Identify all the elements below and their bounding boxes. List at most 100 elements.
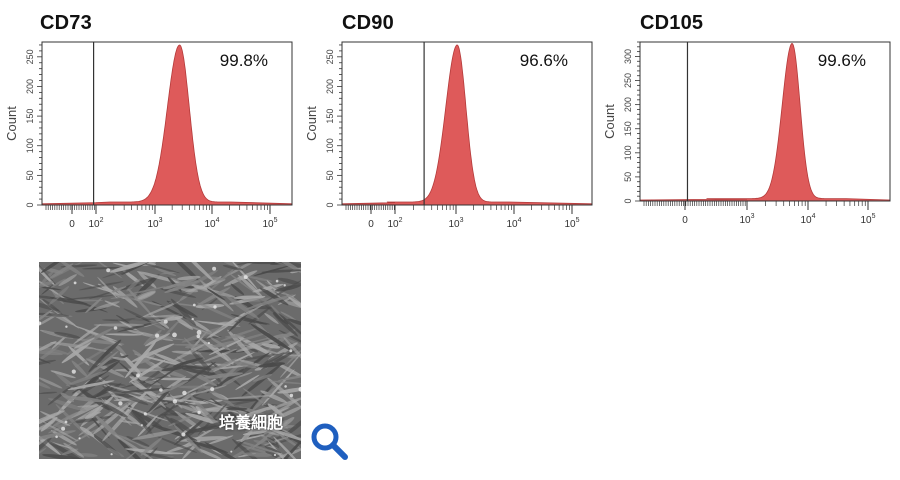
- y-tick-label: 100: [325, 138, 335, 153]
- x-tick-label: 104: [506, 217, 521, 230]
- cell-shape: [39, 436, 53, 457]
- cell-shape: [63, 442, 85, 458]
- cell-shape: [78, 281, 124, 291]
- cell-shape: [120, 376, 165, 389]
- x-tick-label: 103: [448, 217, 463, 230]
- bright-cell-dot: [118, 401, 123, 406]
- cell-shape: [262, 419, 287, 435]
- cell-shape: [75, 401, 109, 421]
- cell-shape: [100, 402, 128, 418]
- cell-shape: [77, 411, 102, 420]
- cell-shape: [209, 358, 237, 373]
- cell-shape: [161, 366, 184, 372]
- cell-shape: [55, 404, 90, 439]
- bright-cell-dot: [182, 390, 187, 396]
- cell-shape: [252, 386, 277, 411]
- cell-shape: [132, 349, 157, 370]
- x-tick-label: 104: [800, 213, 815, 226]
- cell-shape: [179, 399, 209, 404]
- cell-shape: [211, 365, 249, 370]
- cell-shape: [66, 370, 108, 386]
- cell-shape: [71, 415, 115, 424]
- cell-shape: [126, 436, 150, 447]
- cell-shape: [157, 436, 198, 453]
- cell-shape: [180, 262, 215, 282]
- cell-shape: [223, 395, 274, 400]
- y-tick-label: 100: [623, 145, 633, 160]
- cell-shape: [170, 298, 197, 326]
- cell-shape: [220, 304, 263, 328]
- cell-shape: [49, 285, 70, 305]
- bright-cell-dot: [39, 321, 42, 326]
- cell-shape: [172, 344, 205, 362]
- plot-frame: [41, 41, 293, 206]
- cell-shape: [202, 400, 246, 416]
- y-tick-label: 250: [325, 49, 335, 64]
- cell-shape: [39, 299, 60, 311]
- cell-shape: [39, 447, 47, 458]
- y-tick-label: 0: [25, 202, 35, 207]
- cell-shape: [260, 349, 298, 371]
- cell-shape: [93, 323, 145, 327]
- cell-shape: [225, 335, 246, 338]
- cell-shape: [39, 423, 72, 432]
- histogram-cd90: CD90 96.6% 0 50 100 150 200 250 Count 0 102 103 104…: [300, 0, 600, 240]
- cell-shape: [197, 448, 223, 459]
- y-axis-label: Count: [602, 104, 617, 139]
- cell-shape: [50, 278, 66, 288]
- bright-cell-dot: [289, 349, 293, 353]
- cell-shape: [272, 312, 299, 337]
- bright-cell-dot: [196, 330, 202, 335]
- cell-shape: [233, 295, 261, 300]
- cell-shape: [136, 274, 160, 296]
- x-tick-label: 105: [564, 217, 579, 230]
- cell-shape: [40, 262, 65, 273]
- cell-shape: [183, 361, 216, 385]
- cell-shape: [93, 301, 120, 310]
- bright-cell-dot: [243, 275, 248, 280]
- zoom-button[interactable]: [308, 420, 350, 462]
- y-tick-label: 150: [25, 109, 35, 124]
- cell-shape: [73, 325, 119, 342]
- cell-shape: [222, 264, 244, 271]
- bright-cell-dot: [143, 412, 147, 416]
- bright-cell-dot: [298, 386, 301, 392]
- cell-shape: [168, 415, 195, 427]
- cell-shape: [172, 262, 200, 281]
- cell-shape: [246, 294, 294, 310]
- chart-title: CD105: [640, 12, 704, 34]
- micrograph-texture: [39, 262, 301, 459]
- cell-shape: [228, 311, 250, 333]
- cell-shape: [47, 398, 87, 412]
- cell-shape: [272, 361, 301, 379]
- y-axis-label: Count: [304, 106, 319, 141]
- cell-shape: [226, 407, 248, 411]
- cell-shape: [39, 421, 54, 436]
- cell-shape: [42, 454, 86, 459]
- cell-shape: [39, 350, 63, 356]
- cell-shape: [287, 318, 301, 327]
- cell-shape: [39, 345, 69, 355]
- cell-shape: [118, 450, 137, 459]
- cell-shape: [95, 415, 121, 440]
- histogram-area: [341, 44, 593, 206]
- cell-shape: [282, 300, 301, 311]
- cell-shape: [126, 403, 152, 431]
- cell-shape: [54, 332, 81, 339]
- cell-shape: [39, 284, 62, 291]
- cell-shape: [247, 262, 283, 265]
- cell-shape: [118, 420, 141, 425]
- cell-shape: [140, 301, 180, 319]
- chart-title: CD90: [342, 12, 394, 34]
- cell-shape: [84, 350, 119, 379]
- cell-shape: [234, 332, 270, 343]
- cell-shape: [117, 320, 162, 333]
- cell-shape: [85, 297, 102, 314]
- cell-shape: [273, 436, 301, 459]
- cell-shape: [178, 404, 201, 414]
- y-tick-label: 0: [623, 198, 633, 203]
- cell-shape: [82, 266, 124, 270]
- bright-cell-dot: [136, 373, 140, 378]
- y-tick-label: 250: [25, 49, 35, 64]
- cell-shape: [221, 376, 240, 386]
